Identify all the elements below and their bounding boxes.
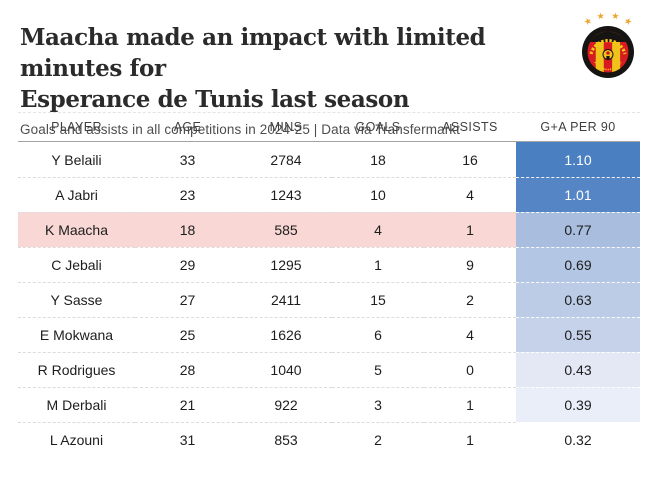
cell-goals: 5 (332, 352, 424, 387)
cell-assists: 16 (462, 151, 478, 168)
column-header-ga_per_90: G+A PER 90 (540, 120, 616, 134)
cell-goals: 1 (332, 247, 424, 282)
cell-age: 25 (135, 317, 240, 352)
column-header-player: PLAYER (51, 120, 102, 134)
column-header-assists: ASSISTS (442, 120, 498, 134)
cell-mins: 1243 (240, 177, 332, 212)
table-row: L Azouni 31 853 2 1 0.32 (18, 422, 640, 457)
cell-ga_per_90: 0.43 (516, 352, 640, 387)
cell-goals: 6 (332, 317, 424, 352)
svg-text:★: ★ (596, 12, 605, 23)
table-row: M Derbali 21 922 3 1 0.39 (18, 387, 640, 422)
crest-bottom-script (594, 61, 622, 71)
title-line-1: Maacha made an impact with limited minut… (20, 24, 486, 82)
esperance-tunis-crest-logo: ★ ★ ★ ★ (582, 12, 634, 78)
cell-age: 29 (135, 247, 240, 282)
subtitle: Goals and assists in all competitions in… (20, 122, 461, 137)
cell-player: L Azouni (18, 422, 135, 457)
cell-age: 23 (135, 177, 240, 212)
cell-assists: 4 (424, 177, 516, 212)
cell-mins: 1295 (240, 247, 332, 282)
cell-goals: 10 (332, 177, 424, 212)
table-row: Y Belaili 33 2784 18 16 1.10 (18, 142, 640, 177)
table-header-row: PLAYER AGE MINS GOALS ASSISTS G+A PER 90 (18, 112, 640, 142)
cell-age: 21 (135, 387, 240, 422)
cell-assists: 4 (424, 317, 516, 352)
table-row-highlighted: K Maacha 18 585 4 1 0.77 (18, 212, 640, 247)
cell-age: 31 (135, 422, 240, 457)
page-title: Maacha made an impact with limited minut… (20, 22, 565, 115)
column-header-mins: MINS (269, 120, 303, 134)
cell-player: R Rodrigues (18, 352, 135, 387)
cell-mins: 853 (240, 422, 332, 457)
cell-goals: 3 (332, 387, 424, 422)
cell-mins: 1040 (240, 352, 332, 387)
cell-assists: 9 (424, 247, 516, 282)
cell-mins: 922 (240, 387, 332, 422)
cell-age: 27 (135, 282, 240, 317)
table-row: C Jebali 29 1295 1 9 0.69 (18, 247, 640, 282)
column-header-goals: GOALS (355, 120, 401, 134)
header-block: Maacha made an impact with limited minut… (20, 22, 565, 137)
cell-assists: 1 (424, 212, 516, 247)
cell-mins: 585 (240, 212, 332, 247)
cell-ga_per_90: 0.32 (516, 422, 640, 457)
svg-text:★: ★ (622, 16, 633, 28)
cell-goals: 2 (332, 422, 424, 457)
cell-goals: 4 (332, 212, 424, 247)
cell-ga_per_90: 0.63 (516, 282, 640, 317)
table-row: R Rodrigues 28 1040 5 0 0.43 (18, 352, 640, 387)
crest-stars: ★ ★ ★ ★ (583, 12, 634, 29)
cell-age: 18 (135, 212, 240, 247)
cell-player: E Mokwana (18, 317, 135, 352)
stats-table: PLAYER AGE MINS GOALS ASSISTS G+A PER 90 Y Be… (18, 112, 640, 457)
cell-assists: 1 (424, 422, 516, 457)
cell-age: 33 (179, 151, 196, 168)
table-row: E Mokwana 25 1626 6 4 0.55 (18, 317, 640, 352)
cell-player: C Jebali (18, 247, 135, 282)
cell-mins: 2784 (270, 151, 302, 168)
column-header-age: AGE (173, 120, 202, 134)
cell-assists: 0 (424, 352, 516, 387)
table-row: A Jabri 23 1243 10 4 1.01 (18, 177, 640, 212)
cell-assists: 2 (424, 282, 516, 317)
table-row: Y Sasse 27 2411 15 2 0.63 (18, 282, 640, 317)
cell-ga_per_90: 0.39 (516, 387, 640, 422)
cell-assists: 1 (424, 387, 516, 422)
crest-top-script (589, 39, 627, 55)
cell-player: A Jabri (18, 177, 135, 212)
cell-ga_per_90: 0.69 (516, 247, 640, 282)
cell-goals: 15 (332, 282, 424, 317)
cell-ga_per_90: 0.55 (516, 317, 640, 352)
title-line-2: Esperance de Tunis last season (20, 86, 410, 113)
svg-text:★: ★ (611, 12, 620, 23)
cell-mins: 2411 (240, 282, 332, 317)
cell-ga_per_90: 1.01 (516, 177, 640, 212)
cell-player: Y Sasse (18, 282, 135, 317)
table-body: Y Belaili 33 2784 18 16 1.10 A Jabri 23 1243 10 4 1… (18, 142, 640, 457)
svg-text:★: ★ (583, 16, 594, 28)
cell-age: 28 (135, 352, 240, 387)
cell-ga_per_90: 0.77 (516, 212, 640, 247)
cell-ga_per_90: 1.10 (516, 142, 640, 177)
cell-player: K Maacha (18, 212, 135, 247)
cell-mins: 1626 (240, 317, 332, 352)
crest-center-emblem (602, 49, 614, 60)
cell-goals: 18 (370, 151, 386, 168)
cell-player: M Derbali (18, 387, 135, 422)
cell-player: Y Belaili (51, 151, 102, 168)
